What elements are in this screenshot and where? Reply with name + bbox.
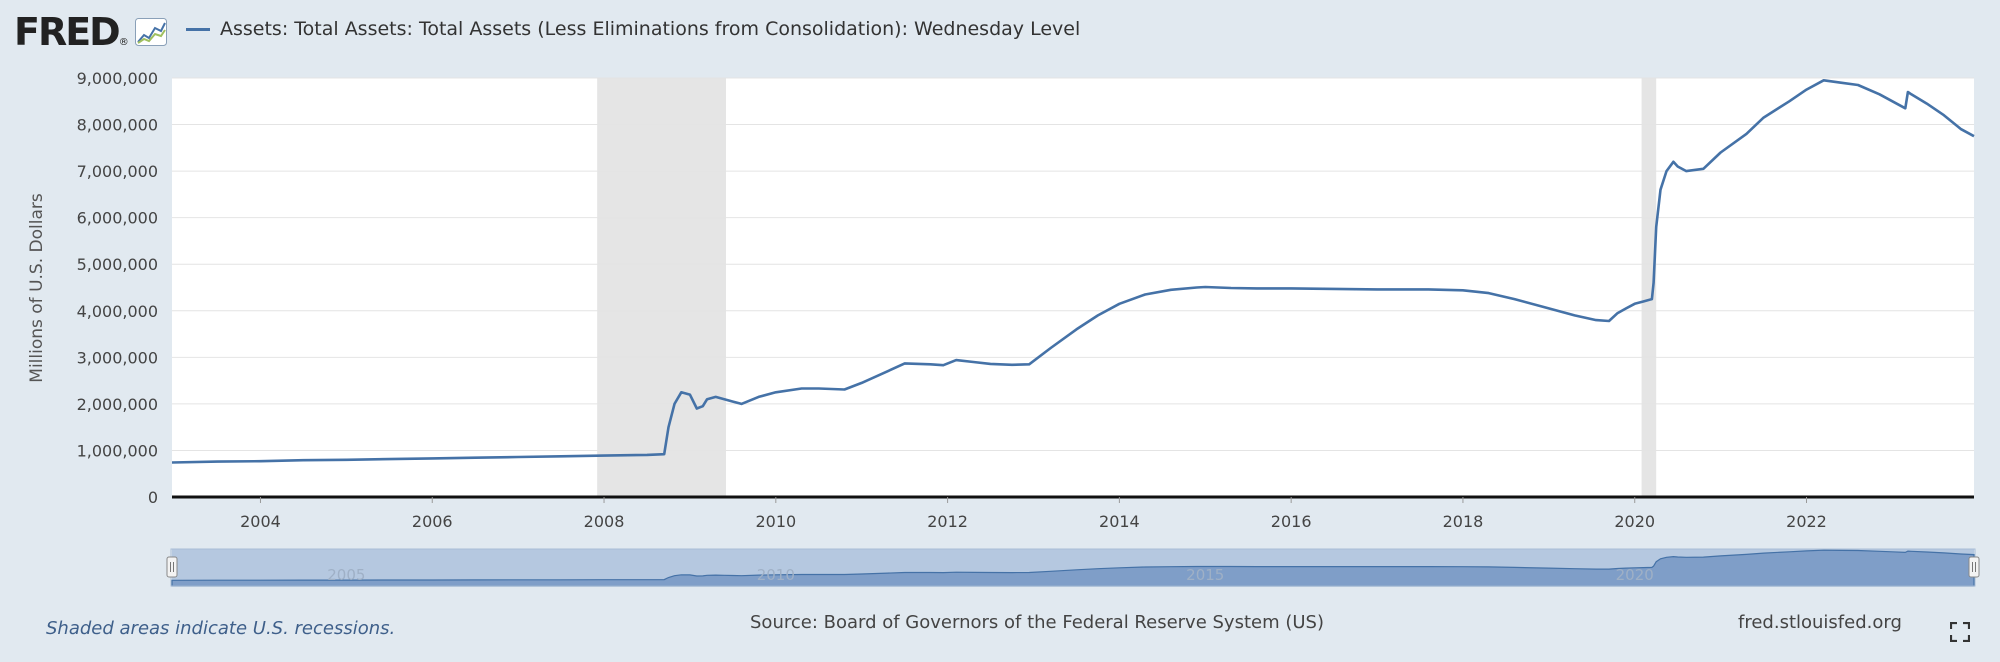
y-tick-label: 0 [148,488,158,507]
x-tick-label: 2018 [1443,512,1484,531]
logo-registered: ® [118,37,129,48]
x-tick-label: 2020 [1614,512,1655,531]
x-tick-label: 2014 [1099,512,1140,531]
y-tick-label: 6,000,000 [77,209,158,228]
fred-chart-icon [134,18,167,46]
plot-area[interactable] [171,77,1975,497]
navigator-year-label: 2010 [757,566,795,584]
y-tick-label: 7,000,000 [77,162,158,181]
y-tick-label: 3,000,000 [77,348,158,367]
fred-logo[interactable]: FRED ® [14,10,167,54]
recession-band [597,78,726,497]
x-tick-label: 2012 [927,512,968,531]
y-tick-label: 8,000,000 [77,116,158,135]
source-text: Source: Board of Governors of the Federa… [750,612,1324,633]
chart-svg[interactable]: 0 1,000,000 2,000,000 3,000,000 4,000,000 5,0… [0,0,2000,600]
y-tick-label: 5,000,000 [77,255,158,274]
navigator-year-label: 2020 [1616,566,1654,584]
x-tick-label: 2008 [584,512,625,531]
recession-note: Shaded areas indicate U.S. recessions. [46,618,396,639]
navigator-area [171,549,1975,587]
series-line[interactable] [171,79,1975,464]
navigator-year-label: 2005 [327,566,365,584]
x-tick-label: 2006 [412,512,453,531]
site-link[interactable]: fred.stlouisfed.org [1738,612,1902,633]
fullscreen-icon[interactable] [1950,622,1970,642]
navigator-left-handle[interactable] [166,556,178,578]
x-axis: 2004 2006 2008 2010 2012 2014 2016 2018 2020 2022 [172,495,1974,531]
y-tick-label: 2,000,000 [77,395,158,414]
navigator-right-handle[interactable] [1968,556,1980,578]
y-tick-label: 4,000,000 [77,302,158,321]
range-navigator[interactable]: 2005 2010 2015 2020 [166,548,1980,587]
y-axis: 0 1,000,000 2,000,000 3,000,000 4,000,000 5,0… [77,69,158,507]
y-tick-label: 9,000,000 [77,69,158,88]
y-tick-label: 1,000,000 [77,441,158,460]
legend-series-label: Assets: Total Assets: Total Assets (Less… [220,18,1081,40]
logo-text: FRED [14,10,121,54]
recession-band [1641,78,1657,497]
navigator-year-label: 2015 [1186,566,1224,584]
chart-legend[interactable]: Assets: Total Assets: Total Assets (Less… [186,18,1080,40]
x-tick-label: 2016 [1271,512,1312,531]
y-axis-title: Millions of U.S. Dollars [27,193,47,383]
chart-header: FRED ® Assets: Total Assets: Total Asset… [0,0,2000,66]
plot-background [172,78,1974,497]
x-tick-label: 2004 [240,512,281,531]
legend-swatch [186,27,210,31]
x-tick-label: 2010 [755,512,796,531]
x-tick-label: 2022 [1786,512,1827,531]
